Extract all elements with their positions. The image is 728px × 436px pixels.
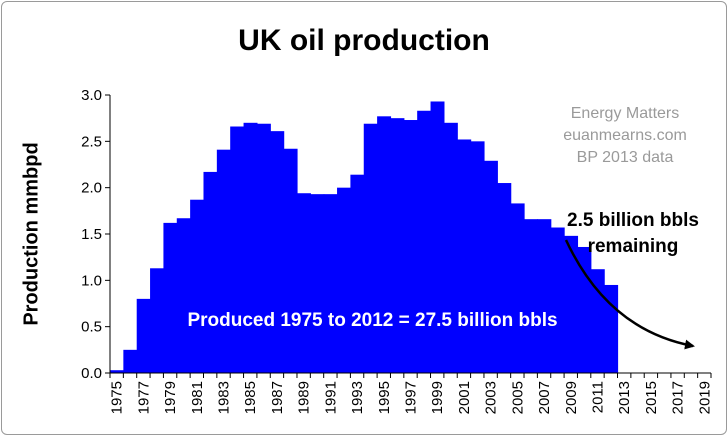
- x-tick-label: 1995: [376, 381, 393, 414]
- x-tick-label: 2005: [509, 381, 526, 414]
- bar-2005: [510, 203, 525, 373]
- bar-2009: [564, 235, 579, 373]
- x-tick-label: 1989: [296, 381, 313, 414]
- bar-2006: [524, 219, 538, 373]
- bar-1981: [190, 199, 205, 373]
- bar-2007: [537, 219, 552, 373]
- x-tick-label: 2013: [616, 381, 633, 414]
- bar-1993: [350, 174, 365, 373]
- remaining-line: remaining: [587, 236, 679, 257]
- y-tick-labels: 0.0 0.5 1.0 1.5 2.0 2.5 3.0: [81, 87, 102, 382]
- x-tick-label: 1993: [349, 381, 366, 414]
- x-tick-label: 1975: [109, 381, 126, 414]
- bar-1987: [270, 131, 285, 373]
- x-tick-label: 1981: [189, 381, 206, 414]
- remaining-line: 2.5 billion bbls: [567, 210, 699, 231]
- bar-2000: [443, 122, 458, 373]
- x-tick-label: 2001: [456, 381, 473, 414]
- y-tick-label: 0.0: [81, 365, 102, 382]
- bar-1986: [256, 123, 271, 373]
- bar-series: [110, 101, 619, 374]
- x-tick-label: 2019: [696, 381, 713, 414]
- bar-1996: [390, 118, 405, 374]
- x-tick-label: 1991: [322, 381, 339, 414]
- x-tick-label: 2011: [589, 381, 606, 413]
- bar-1980: [176, 218, 191, 373]
- bar-1982: [203, 171, 218, 373]
- y-tick-label: 2.5: [81, 133, 102, 150]
- x-tick-label: 2007: [536, 381, 553, 414]
- y-tick-label: 0.5: [81, 319, 102, 336]
- y-tick-label: 1.0: [81, 272, 102, 289]
- bar-1989: [296, 193, 311, 373]
- y-tick-label: 2.0: [81, 180, 102, 197]
- bar-2001: [457, 139, 472, 373]
- bar-1985: [243, 122, 258, 373]
- x-tick-labels: 1975 1977 1979 1981 1983 1985 1987 1989 1991 1993…: [109, 381, 714, 414]
- x-tick-label: 2009: [563, 381, 580, 414]
- bar-1990: [310, 194, 325, 373]
- bar-2008: [550, 227, 565, 373]
- x-tick-label: 1985: [242, 381, 259, 414]
- bar-1998: [417, 110, 432, 374]
- decline-arrow: [564, 239, 695, 350]
- bar-1999: [430, 101, 445, 373]
- x-tick-label: 2003: [483, 381, 500, 414]
- x-tick-label: 1979: [162, 381, 179, 414]
- bar-1978: [150, 268, 165, 373]
- x-tick-label: 2015: [643, 381, 660, 414]
- bar-1984: [230, 126, 245, 373]
- y-tick-label: 1.5: [81, 226, 102, 243]
- remaining-annotation: 2.5 billion bbls remaining: [548, 208, 718, 260]
- bar-1992: [337, 187, 351, 373]
- bar-1977: [136, 298, 151, 373]
- y-tick-label: 3.0: [81, 87, 102, 104]
- bar-1994: [363, 123, 378, 373]
- axes: [105, 94, 712, 378]
- watermark-line: Energy Matters: [570, 105, 680, 122]
- bar-1988: [283, 148, 298, 373]
- x-tick-label: 1987: [269, 381, 286, 414]
- x-tick-label: 1977: [135, 381, 152, 414]
- bar-1983: [216, 149, 231, 373]
- x-tick-label: 2017: [670, 381, 687, 414]
- watermark: Energy Matters euanmearns.com BP 2013 da…: [540, 103, 710, 169]
- x-tick-label: 1999: [429, 381, 446, 414]
- watermark-line: BP 2013 data: [576, 149, 674, 166]
- bar-1997: [403, 120, 418, 374]
- x-tick-label: 1997: [403, 381, 420, 414]
- bar-1991: [323, 194, 338, 373]
- bar-2004: [497, 183, 512, 373]
- bar-2003: [483, 160, 498, 373]
- watermark-line: euanmearns.com: [563, 127, 687, 144]
- bar-1975: [110, 370, 124, 373]
- bar-1979: [163, 222, 178, 373]
- x-tick-label: 1983: [216, 381, 233, 414]
- bar-1995: [377, 116, 392, 374]
- bar-2002: [470, 141, 485, 373]
- chart-title: UK oil production: [238, 24, 490, 57]
- bar-1976: [123, 349, 138, 373]
- produced-annotation: Produced 1975 to 2012 = 27.5 billion bbl…: [187, 310, 558, 331]
